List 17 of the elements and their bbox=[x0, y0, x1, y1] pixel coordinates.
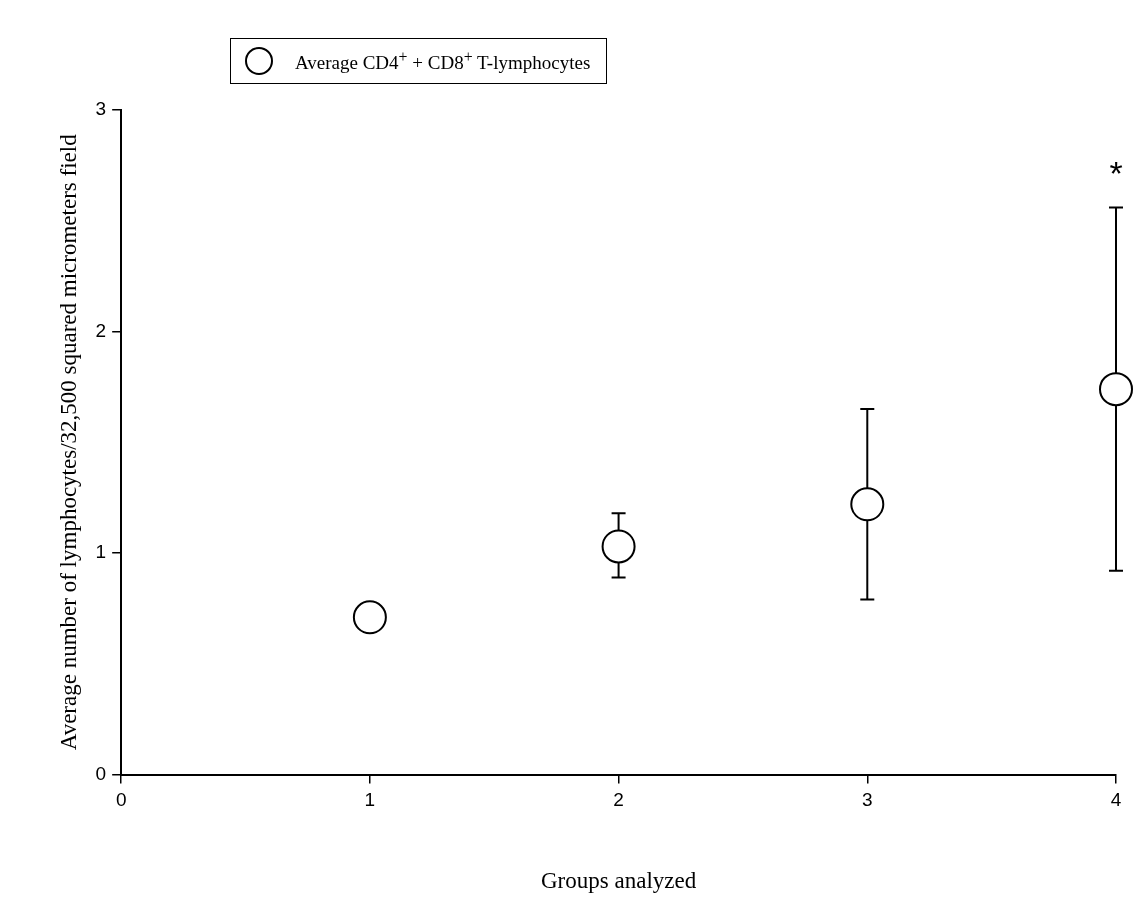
legend-label: Average CD4$^{+}$ + CD8$^{+}$ T-lymphocytes bbox=[295, 47, 591, 75]
point bbox=[850, 487, 885, 522]
y-tick-label: 3 bbox=[95, 98, 107, 120]
x-tick-label: 1 bbox=[364, 789, 376, 811]
y-tick-label: 2 bbox=[95, 319, 107, 341]
y-tick-label: 0 bbox=[95, 762, 107, 784]
y-axis-title: Average number of lymphocytes/32,500 squared micrometers field bbox=[55, 133, 81, 751]
x-tick-label: 0 bbox=[115, 789, 127, 811]
x-tick-label: 3 bbox=[862, 789, 873, 811]
x-axis-title: Groups analyzed bbox=[540, 868, 697, 894]
point bbox=[1099, 372, 1133, 407]
y-tick-label: 1 bbox=[95, 541, 107, 563]
point bbox=[601, 529, 636, 564]
x-tick-label: 2 bbox=[613, 789, 624, 811]
annotation: * bbox=[1109, 153, 1123, 192]
point bbox=[352, 600, 387, 635]
x-tick-label: 4 bbox=[1110, 789, 1122, 811]
